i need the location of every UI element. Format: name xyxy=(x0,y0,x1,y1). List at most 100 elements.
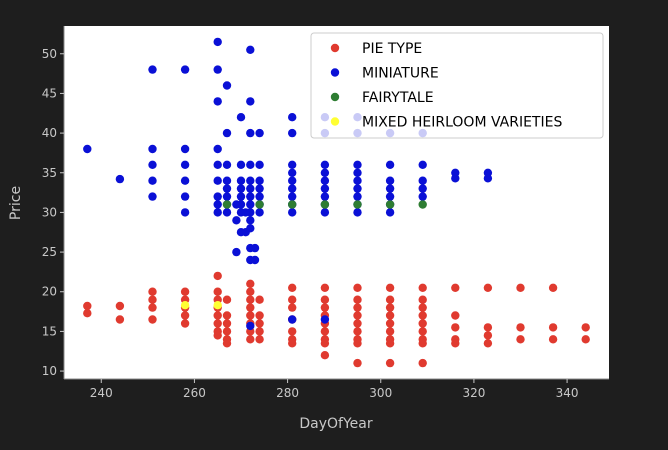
x-tick-label: 280 xyxy=(276,386,299,400)
data-point xyxy=(385,192,395,201)
data-point xyxy=(213,301,222,310)
data-point xyxy=(288,295,297,304)
data-point xyxy=(255,208,264,217)
data-point xyxy=(180,65,190,74)
data-point xyxy=(213,160,222,169)
data-point xyxy=(385,283,395,292)
data-point xyxy=(548,323,558,332)
data-point xyxy=(236,160,246,169)
data-point xyxy=(320,351,330,360)
data-point xyxy=(213,331,222,340)
data-point xyxy=(418,311,427,320)
legend-label: MINIATURE xyxy=(362,66,439,82)
data-point xyxy=(385,184,395,193)
data-point xyxy=(288,176,297,185)
x-axis-label: DayOfYear xyxy=(299,416,372,432)
data-point xyxy=(418,327,427,336)
data-point xyxy=(246,97,255,106)
y-tick-label: 25 xyxy=(42,245,57,259)
legend-marker xyxy=(330,117,340,126)
data-point xyxy=(148,192,157,201)
data-point xyxy=(246,224,255,233)
legend-label: PIE TYPE xyxy=(362,41,422,57)
data-point xyxy=(288,184,297,193)
data-point xyxy=(418,295,427,304)
data-point xyxy=(222,160,232,169)
data-point xyxy=(246,311,255,320)
data-point xyxy=(516,323,525,332)
data-point xyxy=(255,176,264,185)
data-point xyxy=(83,144,92,154)
data-point xyxy=(288,168,297,177)
data-point xyxy=(288,208,297,217)
data-point xyxy=(213,311,222,320)
data-point xyxy=(250,243,260,253)
data-point xyxy=(213,271,222,281)
data-point xyxy=(115,315,125,324)
data-point xyxy=(246,287,255,296)
data-point xyxy=(418,184,427,193)
data-point xyxy=(418,192,427,201)
data-point xyxy=(213,200,222,209)
data-point xyxy=(451,174,460,183)
data-point xyxy=(483,174,493,183)
data-point xyxy=(385,319,395,328)
data-point xyxy=(255,319,264,328)
data-point xyxy=(246,303,255,312)
legend-marker xyxy=(330,43,340,53)
data-point xyxy=(180,176,190,185)
legend-label: FAIRYTALE xyxy=(362,90,434,106)
data-point xyxy=(148,65,157,74)
data-point xyxy=(246,200,255,209)
data-point xyxy=(581,323,590,332)
data-point xyxy=(222,176,232,185)
data-point xyxy=(451,323,460,332)
legend: PIE TYPE MINIATURE FAIRYTALE MIXED HEIRLOOM… xyxy=(310,32,604,139)
data-point xyxy=(353,168,362,177)
data-point xyxy=(255,192,264,201)
x-tick-label: 340 xyxy=(556,386,579,400)
legend-marker xyxy=(330,92,340,102)
data-point xyxy=(288,339,297,348)
data-point xyxy=(418,303,427,312)
data-point xyxy=(516,335,525,344)
data-point xyxy=(385,339,395,348)
data-point xyxy=(222,327,232,336)
data-point xyxy=(320,176,330,185)
data-point xyxy=(418,176,427,185)
data-point xyxy=(320,327,330,336)
data-point xyxy=(246,216,255,225)
data-point xyxy=(180,311,190,320)
data-point xyxy=(418,358,427,368)
data-point xyxy=(385,358,395,368)
data-point xyxy=(288,283,297,292)
data-point xyxy=(213,37,222,47)
y-tick-label: 35 xyxy=(42,166,57,180)
data-point xyxy=(222,184,232,193)
data-point xyxy=(222,208,232,217)
data-point xyxy=(418,160,427,169)
data-point xyxy=(246,321,255,331)
data-point xyxy=(353,319,362,328)
data-point xyxy=(483,339,493,348)
data-point xyxy=(246,295,255,304)
data-point xyxy=(180,287,190,296)
data-point xyxy=(320,168,330,177)
data-point xyxy=(213,287,222,296)
data-point xyxy=(83,309,92,318)
data-point xyxy=(213,144,222,154)
data-point xyxy=(222,295,232,304)
data-point xyxy=(451,339,460,348)
data-point xyxy=(353,184,362,193)
data-point xyxy=(288,160,297,169)
data-point xyxy=(288,128,297,138)
data-point xyxy=(288,192,297,201)
data-point xyxy=(320,339,330,348)
data-point xyxy=(236,184,246,193)
y-tick-label: 15 xyxy=(42,324,57,338)
data-point xyxy=(288,113,297,122)
data-point xyxy=(255,335,264,344)
data-point xyxy=(385,295,395,304)
data-point xyxy=(246,128,255,138)
data-point xyxy=(255,184,264,193)
